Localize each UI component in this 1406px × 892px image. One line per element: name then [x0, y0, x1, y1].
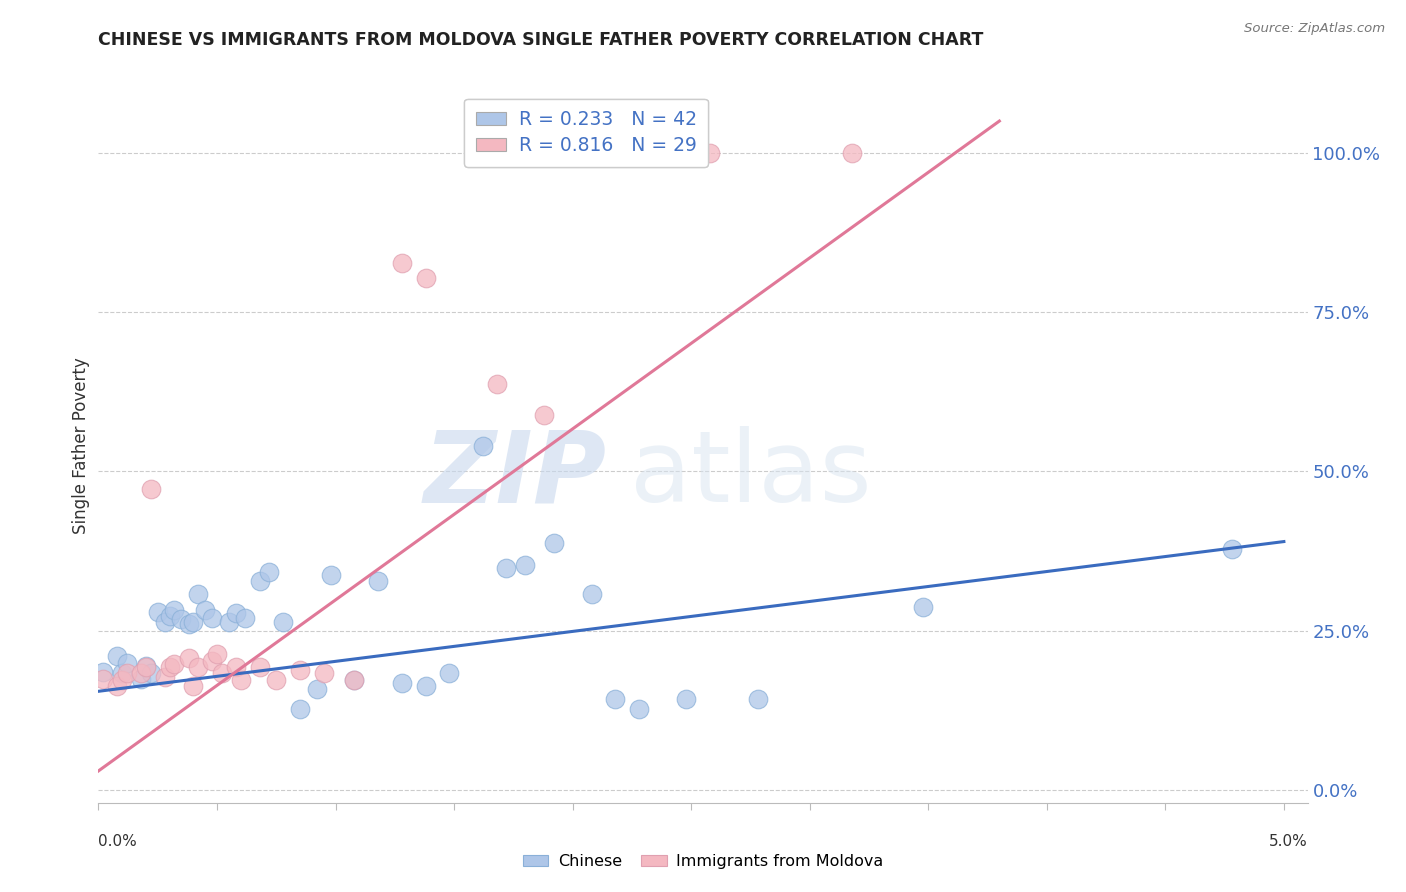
Point: [177, 650, 200, 665]
Point: [205, 648, 228, 662]
Text: 5.0%: 5.0%: [1268, 834, 1308, 849]
Text: CHINESE VS IMMIGRANTS FROM MOLDOVA SINGLE FATHER POVERTY CORRELATION CHART: CHINESE VS IMMIGRANTS FROM MOLDOVA SINGL…: [98, 31, 984, 49]
Point: [187, 660, 209, 674]
Point: [139, 666, 162, 681]
Legend: Chinese, Immigrants from Moldova: Chinese, Immigrants from Moldova: [516, 847, 890, 875]
Point: [181, 679, 204, 693]
Point: [627, 701, 650, 715]
Y-axis label: Single Father Poverty: Single Father Poverty: [72, 358, 90, 534]
Point: [319, 567, 342, 582]
Point: [194, 603, 217, 617]
Point: [747, 692, 769, 706]
Point: [153, 615, 176, 630]
Point: [312, 666, 335, 681]
Point: [343, 673, 366, 687]
Point: [111, 666, 134, 681]
Point: [605, 692, 627, 706]
Point: [229, 673, 252, 687]
Point: [343, 673, 366, 687]
Point: [111, 673, 134, 687]
Point: [415, 271, 437, 285]
Point: [115, 666, 138, 681]
Point: [391, 255, 413, 269]
Point: [225, 660, 247, 674]
Point: [153, 670, 176, 684]
Point: [129, 672, 152, 686]
Point: [201, 611, 224, 625]
Point: [515, 558, 537, 573]
Point: [288, 701, 311, 715]
Point: [159, 609, 181, 624]
Point: [170, 612, 193, 626]
Point: [391, 676, 413, 690]
Point: [471, 439, 494, 453]
Point: [235, 611, 257, 625]
Point: [218, 615, 240, 630]
Point: [135, 660, 157, 674]
Point: [139, 482, 162, 496]
Point: [439, 666, 461, 681]
Legend: R = 0.233   N = 42, R = 0.816   N = 29: R = 0.233 N = 42, R = 0.816 N = 29: [464, 99, 709, 167]
Point: [912, 599, 935, 614]
Point: [1220, 542, 1243, 557]
Point: [533, 409, 555, 423]
Point: [163, 603, 186, 617]
Point: [146, 605, 169, 619]
Point: [105, 649, 128, 664]
Point: [543, 536, 565, 550]
Point: [495, 561, 517, 575]
Point: [249, 660, 271, 674]
Point: [177, 617, 200, 632]
Point: [105, 679, 128, 693]
Point: [249, 574, 271, 588]
Point: [201, 654, 224, 668]
Point: [163, 657, 186, 671]
Point: [581, 587, 603, 601]
Point: [91, 665, 114, 680]
Point: [305, 682, 328, 697]
Text: 0.0%: 0.0%: [98, 834, 138, 849]
Point: [115, 656, 138, 670]
Point: [273, 615, 295, 630]
Point: [211, 666, 233, 681]
Point: [225, 606, 247, 620]
Text: atlas: atlas: [630, 426, 872, 523]
Point: [699, 145, 721, 160]
Point: [675, 692, 697, 706]
Point: [187, 587, 209, 601]
Point: [485, 376, 508, 391]
Point: [288, 663, 311, 677]
Point: [257, 565, 280, 579]
Text: Source: ZipAtlas.com: Source: ZipAtlas.com: [1244, 22, 1385, 36]
Point: [415, 679, 437, 693]
Point: [367, 574, 389, 588]
Point: [264, 673, 287, 687]
Point: [841, 145, 863, 160]
Text: ZIP: ZIP: [423, 426, 606, 523]
Point: [129, 666, 152, 681]
Point: [181, 615, 204, 630]
Point: [135, 658, 157, 673]
Point: [91, 672, 114, 686]
Point: [159, 660, 181, 674]
